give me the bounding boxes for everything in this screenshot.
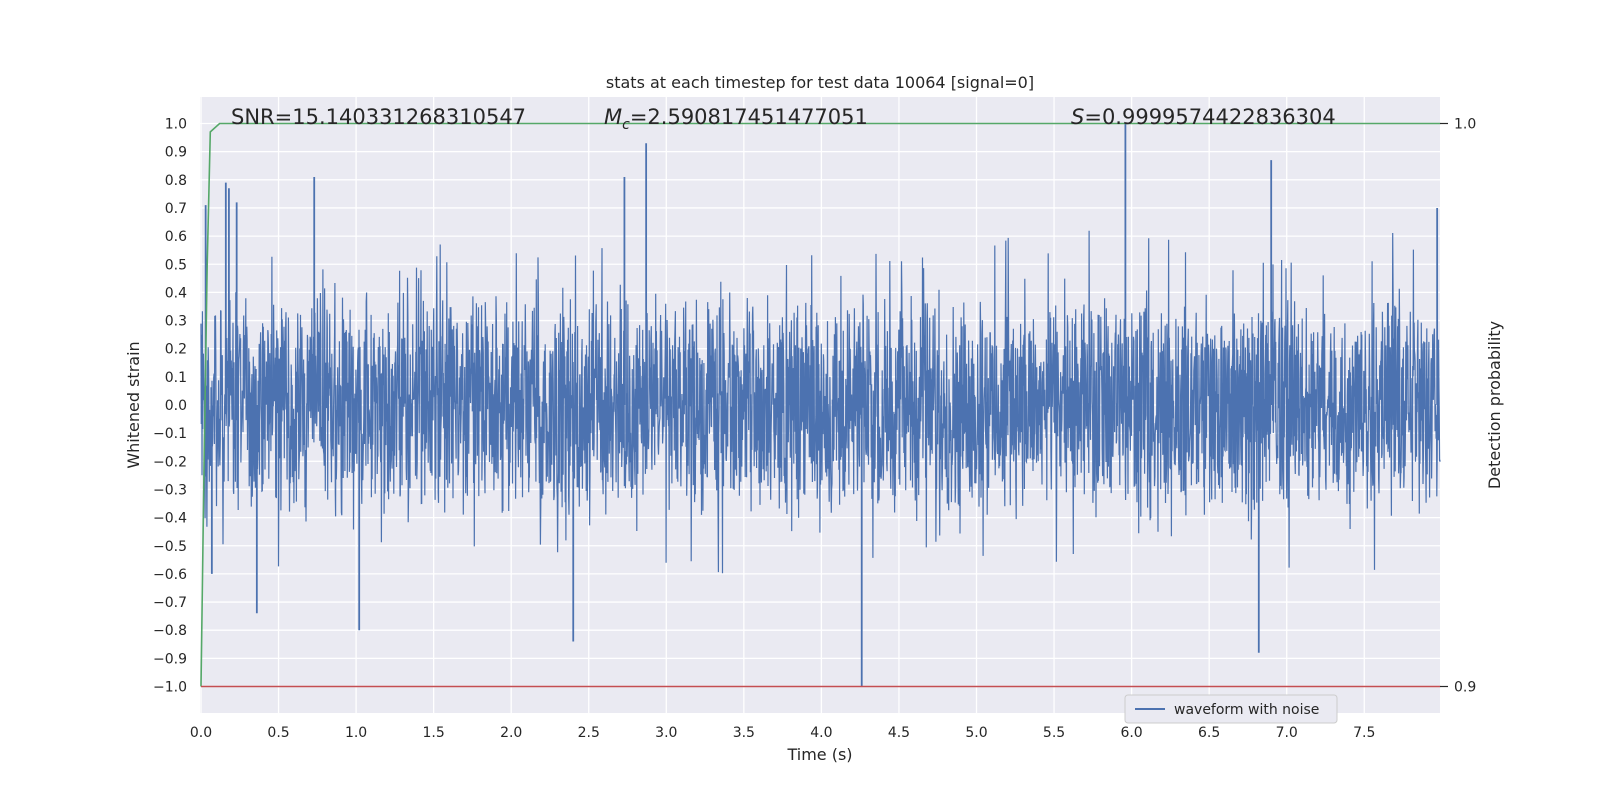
legend-box	[1124, 694, 1338, 724]
x-tick-label: 2.5	[578, 725, 600, 741]
y-tick-label: −0.4	[153, 511, 187, 527]
y-tick-label: −0.8	[153, 623, 187, 639]
y-tick-label: 0.7	[165, 201, 187, 217]
detection-probability-line	[200, 122, 1441, 687]
x-tick-label: 6.5	[1198, 725, 1220, 741]
x-tick-label: 4.5	[888, 725, 910, 741]
chirp-mass-symbol: M	[604, 105, 622, 129]
snr-annotation: SNR=15.140331268310547	[231, 105, 526, 129]
y-tick-label: −1.0	[153, 680, 187, 696]
chirp-mass-subscript: c	[622, 117, 630, 133]
score-value: =0.9999574422836304	[1084, 105, 1335, 129]
tick-labels: 0.0 0.5 1.0 1.5 2.0 2.5 3.0 3.5 4.0 4.5 5.0 5.5 6.0 6…	[153, 117, 1476, 742]
y-tick-label: −0.5	[153, 539, 187, 555]
x-tick-label: 4.0	[810, 725, 832, 741]
y2-tick-label: 1.0	[1454, 117, 1476, 133]
y-tick-label: 0.2	[165, 342, 187, 358]
x-tick-label: 5.0	[965, 725, 987, 741]
chart-title: stats at each timestep for test data 100…	[606, 73, 1034, 92]
x-axis-label: Time (s)	[786, 745, 852, 764]
y2-tick-label: 0.9	[1454, 680, 1476, 696]
y-tick-label: 1.0	[165, 117, 187, 133]
chirp-mass-value: =2.590817451477051	[630, 105, 868, 129]
legend-label-waveform: waveform with noise	[1174, 702, 1319, 718]
y-tick-label: 0.4	[165, 285, 187, 301]
y-axis-label: Whitened strain	[124, 341, 143, 468]
y-tick-label: 0.8	[165, 173, 187, 189]
y-tick-label: 0.1	[165, 370, 187, 386]
y-tick-label: −0.7	[153, 595, 187, 611]
x-tick-label: 2.0	[500, 725, 522, 741]
x-tick-label: 3.0	[655, 725, 677, 741]
y-tick-label: 0.9	[165, 145, 187, 161]
y-tick-label: −0.2	[153, 454, 187, 470]
probability-series	[200, 122, 1441, 688]
y-tick-label: −0.3	[153, 482, 187, 498]
chirp-mass-annotation: Mc=2.590817451477051	[604, 105, 868, 133]
y-tick-label: −0.1	[153, 426, 187, 442]
x-tick-label: 6.0	[1120, 725, 1142, 741]
y-tick-label: 0.6	[165, 229, 187, 245]
waveform-line	[200, 230, 1441, 574]
x-tick-label: 7.0	[1276, 725, 1298, 741]
y-tick-label: 0.0	[165, 398, 187, 414]
x-tick-label: 1.0	[345, 725, 367, 741]
legend: waveform with noise	[1124, 694, 1338, 724]
x-tick-label: 1.5	[423, 725, 445, 741]
score-annotation: S=0.9999574422836304	[1071, 105, 1336, 129]
y-tick-label: −0.6	[153, 567, 187, 583]
x-tick-label: 7.5	[1353, 725, 1375, 741]
y-tick-label: 0.5	[165, 257, 187, 273]
y-tick-label: 0.3	[165, 314, 187, 330]
x-tick-label: 5.5	[1043, 725, 1065, 741]
x-tick-label: 0.5	[267, 725, 289, 741]
y2-axis-label: Detection probability	[1485, 321, 1504, 489]
x-tick-label: 3.5	[733, 725, 755, 741]
x-tick-label: 0.0	[190, 725, 212, 741]
score-symbol: S	[1071, 105, 1084, 129]
y-tick-label: −0.9	[153, 651, 187, 667]
